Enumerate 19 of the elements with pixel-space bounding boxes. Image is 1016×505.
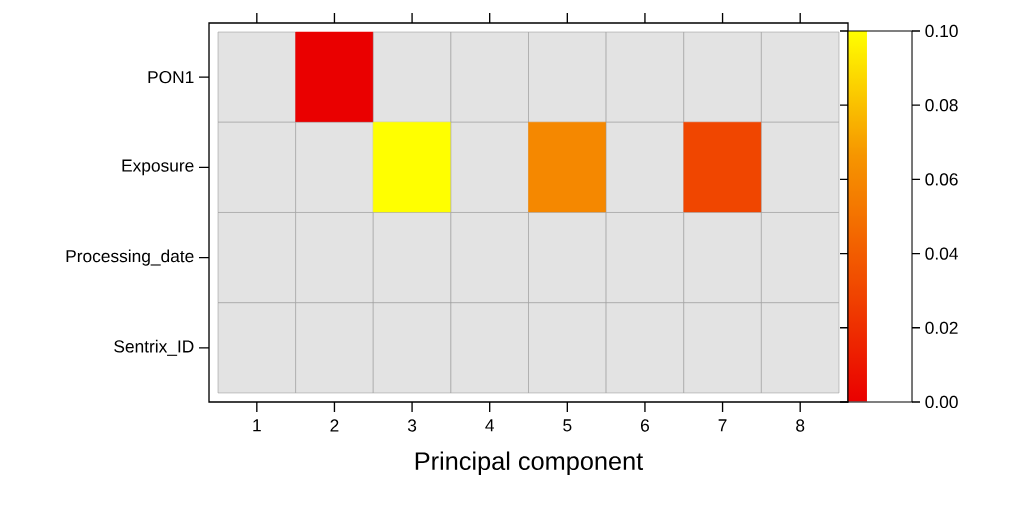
x-tick-label: 2 — [330, 419, 339, 432]
y-tick-label: Processing_date — [66, 249, 194, 266]
color-bar-label: 0.02 — [925, 321, 958, 334]
color-bar-label: 0.08 — [925, 99, 958, 112]
x-tick-label: 1 — [253, 419, 261, 432]
x-tick-label: 3 — [407, 419, 417, 432]
x-tick-label: 5 — [563, 419, 572, 432]
color-bar-label: 0.00 — [925, 395, 958, 409]
color-bar-label: 0.10 — [925, 24, 958, 38]
y-tick-label: Exposure — [122, 159, 194, 176]
x-tick-label: 6 — [641, 419, 650, 432]
x-tick-label: 4 — [485, 419, 495, 432]
y-tick-label: Sentrix_ID — [114, 339, 194, 356]
color-bar-label: 0.04 — [925, 247, 958, 260]
x-tick-label: 8 — [796, 419, 805, 432]
y-tick-label: PON1 — [148, 71, 194, 84]
x-tick-label: 7 — [718, 419, 727, 432]
color-bar-label: 0.06 — [925, 173, 958, 186]
x-axis-title: Principal component — [415, 451, 644, 476]
